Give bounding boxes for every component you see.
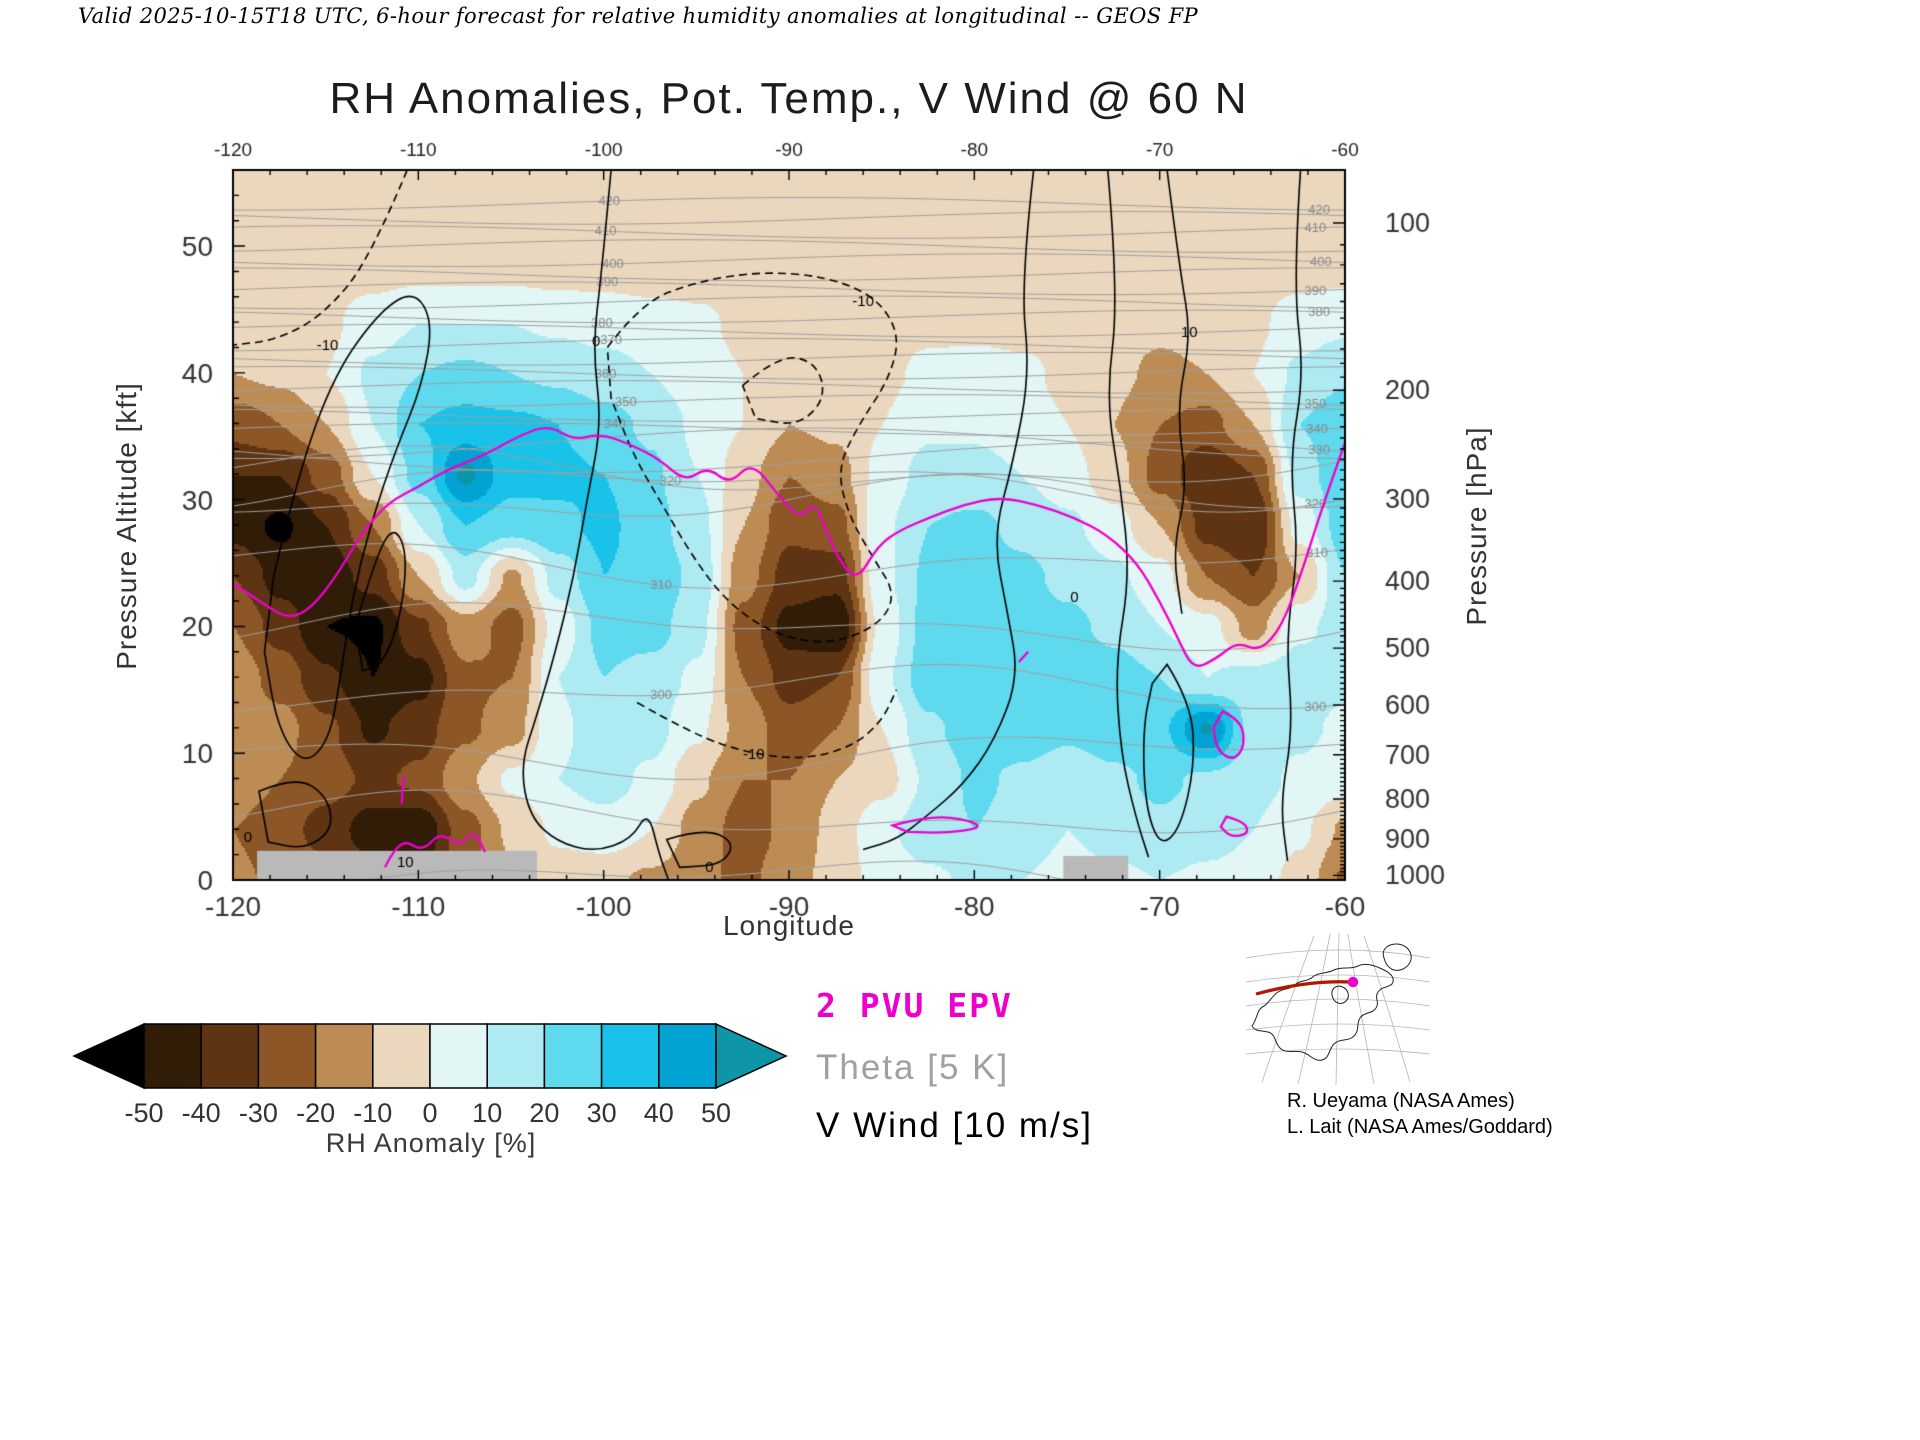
svg-text:20: 20 (529, 1098, 559, 1128)
credit-line-2: L. Lait (NASA Ames/Goddard) (1287, 1116, 1553, 1138)
x-axis-label: Longitude (722, 910, 855, 941)
legend-pvu-epv: 2 PVU EPV (816, 986, 1013, 1025)
map-inset (1238, 930, 1438, 1090)
y-axis-label-right: Pressure [hPa] (1461, 426, 1492, 626)
cross-section-endpoint-marker (1347, 976, 1359, 988)
colorbar-title: RH Anomaly [%] (325, 1128, 537, 1158)
svg-text:-10: -10 (353, 1098, 392, 1128)
svg-text:30: 30 (587, 1098, 617, 1128)
svg-text:-40: -40 (182, 1098, 221, 1128)
svg-text:0: 0 (422, 1098, 437, 1128)
credit-line-1: R. Ueyama (NASA Ames) (1287, 1090, 1515, 1112)
svg-text:50: 50 (701, 1098, 731, 1128)
svg-text:-50: -50 (124, 1098, 163, 1128)
svg-text:-20: -20 (296, 1098, 335, 1128)
legend-v-wind: V Wind [10 m/s] (816, 1106, 1094, 1145)
colorbar-scale: -50 -40 -30 -20 -10 0 10 20 30 40 50 (72, 1022, 788, 1128)
cross-section-location-line (1255, 980, 1351, 996)
colorbar: -50 -40 -30 -20 -10 0 10 20 30 40 50 (70, 1022, 794, 1139)
y-axis-label-left: Pressure Altitude [kft] (111, 382, 142, 670)
cross-section-plot (0, 0, 1560, 1000)
svg-text:40: 40 (644, 1098, 674, 1128)
legend-theta: Theta [5 K] (816, 1048, 1010, 1087)
location-globe (1245, 932, 1431, 1086)
svg-text:10: 10 (472, 1098, 502, 1128)
svg-text:-30: -30 (239, 1098, 278, 1128)
graticule (1245, 932, 1431, 1086)
